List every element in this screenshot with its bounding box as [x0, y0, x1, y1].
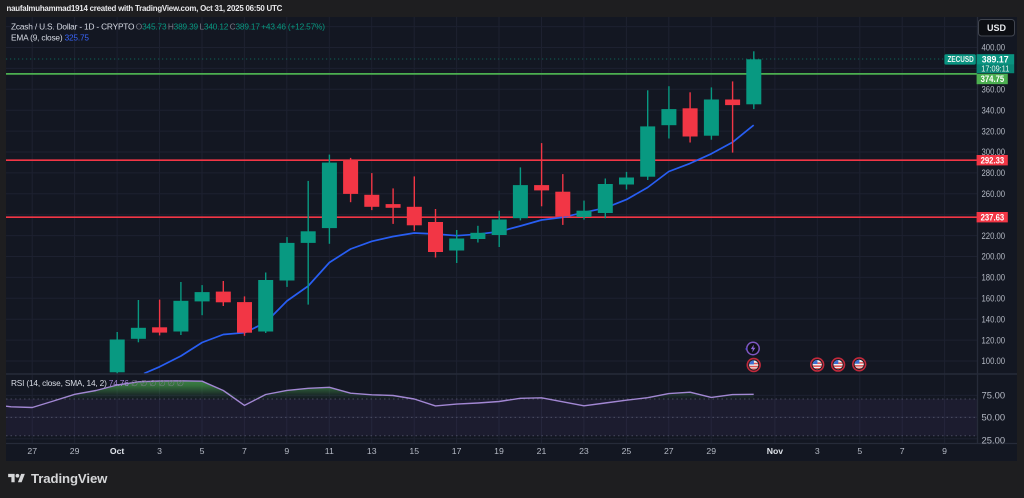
svg-text:400.00: 400.00: [982, 43, 1006, 53]
svg-text:ZECUSD: ZECUSD: [948, 55, 975, 64]
svg-text:50.00: 50.00: [982, 412, 1006, 422]
svg-text:389.17: 389.17: [982, 54, 1009, 64]
svg-text:27: 27: [664, 446, 674, 456]
svg-text:17: 17: [452, 446, 462, 456]
svg-text:19: 19: [494, 446, 504, 456]
svg-text:13: 13: [367, 446, 377, 456]
svg-text:220.00: 220.00: [982, 231, 1006, 241]
svg-text:9: 9: [942, 446, 947, 456]
svg-text:200.00: 200.00: [982, 252, 1006, 262]
svg-text:Zcash / U.S. Dollar - 1D - CRY: Zcash / U.S. Dollar - 1D - CRYPTO O345.7…: [11, 21, 325, 31]
svg-text:100.00: 100.00: [982, 356, 1006, 366]
svg-text:7: 7: [900, 446, 905, 456]
svg-text:3: 3: [815, 446, 820, 456]
svg-text:140.00: 140.00: [982, 314, 1006, 324]
svg-text:260.00: 260.00: [982, 189, 1006, 199]
svg-text:7: 7: [242, 446, 247, 456]
svg-text:340.00: 340.00: [982, 105, 1006, 115]
svg-text:29: 29: [706, 446, 716, 456]
svg-text:180.00: 180.00: [982, 273, 1006, 283]
svg-text:374.75: 374.75: [981, 74, 1005, 84]
svg-text:Nov: Nov: [767, 446, 784, 456]
svg-text:EMA (9, close) 325.75: EMA (9, close) 325.75: [11, 32, 89, 42]
svg-text:320.00: 320.00: [982, 126, 1006, 136]
svg-text:292.33: 292.33: [981, 155, 1005, 165]
svg-text:25: 25: [622, 446, 632, 456]
svg-text:27: 27: [27, 446, 37, 456]
svg-text:9: 9: [284, 446, 289, 456]
svg-text:29: 29: [70, 446, 80, 456]
svg-text:280.00: 280.00: [982, 168, 1006, 178]
svg-text:11: 11: [325, 446, 334, 456]
svg-text:75.00: 75.00: [982, 391, 1006, 401]
svg-text:5: 5: [857, 446, 862, 456]
svg-text:300.00: 300.00: [982, 147, 1006, 157]
svg-text:17:09:11: 17:09:11: [981, 63, 1009, 73]
svg-text:15: 15: [409, 446, 419, 456]
svg-text:RSI (14, close, SMA, 14, 2) 74: RSI (14, close, SMA, 14, 2) 74.76 ∅ ∅ ∅ …: [11, 378, 184, 388]
svg-text:360.00: 360.00: [982, 85, 1006, 95]
svg-text:21: 21: [537, 446, 547, 456]
svg-text:23: 23: [579, 446, 589, 456]
svg-text:Oct: Oct: [110, 446, 125, 456]
svg-text:237.63: 237.63: [981, 212, 1005, 222]
svg-text:5: 5: [200, 446, 205, 456]
svg-text:120.00: 120.00: [982, 335, 1006, 345]
svg-text:25.00: 25.00: [982, 435, 1006, 445]
svg-text:3: 3: [157, 446, 162, 456]
svg-text:160.00: 160.00: [982, 294, 1006, 304]
svg-text:USD: USD: [987, 23, 1007, 33]
